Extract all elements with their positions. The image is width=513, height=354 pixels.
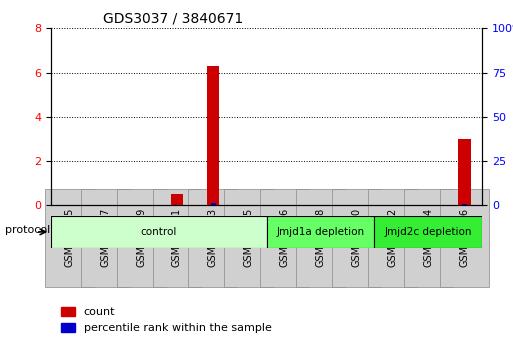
Bar xyxy=(207,66,219,205)
Text: Jmjd1a depletion: Jmjd1a depletion xyxy=(277,227,365,237)
Text: control: control xyxy=(141,227,177,237)
FancyBboxPatch shape xyxy=(51,216,267,248)
Text: GDS3037 / 3840671: GDS3037 / 3840671 xyxy=(103,12,243,26)
FancyBboxPatch shape xyxy=(267,216,374,248)
FancyBboxPatch shape xyxy=(374,216,482,248)
Legend: count, percentile rank within the sample: count, percentile rank within the sample xyxy=(57,303,276,338)
Bar xyxy=(171,194,183,205)
Bar xyxy=(458,139,470,205)
Bar xyxy=(211,203,216,205)
Text: Jmjd2c depletion: Jmjd2c depletion xyxy=(385,227,472,237)
Bar xyxy=(462,204,467,205)
Text: protocol: protocol xyxy=(5,225,50,235)
